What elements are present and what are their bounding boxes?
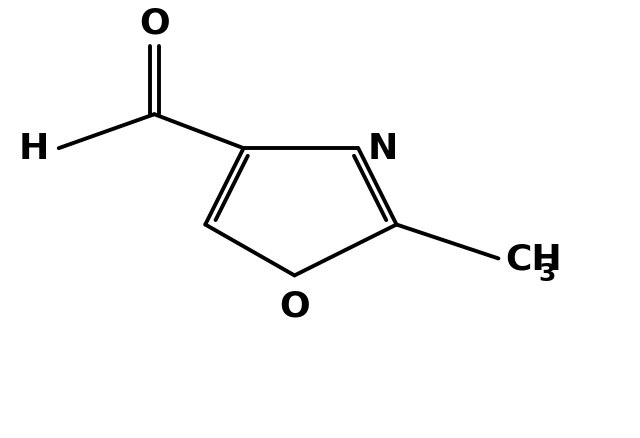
- Text: 3: 3: [538, 261, 556, 286]
- Text: O: O: [279, 289, 310, 322]
- Text: CH: CH: [505, 242, 561, 276]
- Text: N: N: [368, 132, 398, 166]
- Text: O: O: [139, 7, 170, 41]
- Text: H: H: [19, 132, 49, 166]
